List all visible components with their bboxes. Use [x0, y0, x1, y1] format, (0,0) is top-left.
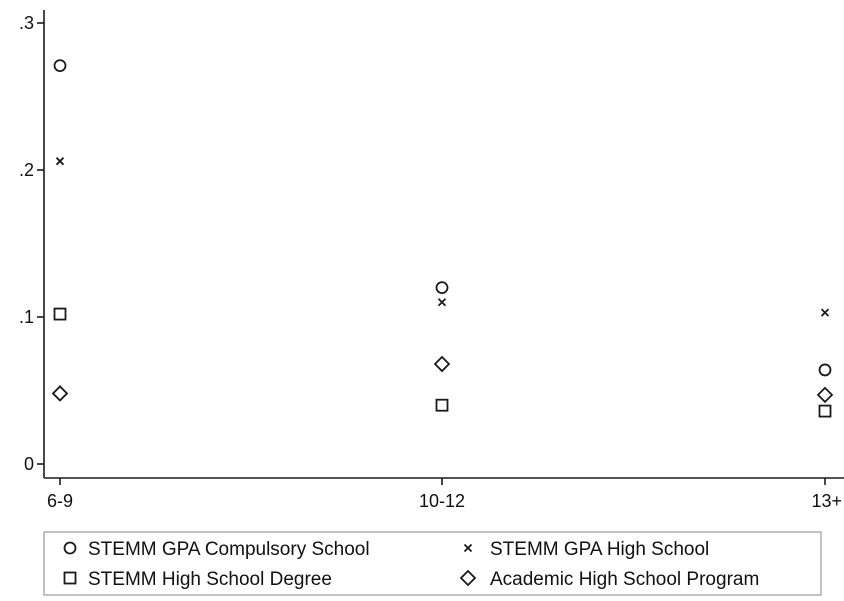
data-point-x — [55, 157, 65, 166]
y-tick-label: 0 — [24, 454, 34, 474]
data-point-x — [820, 308, 830, 317]
y-tick-label: .2 — [19, 160, 34, 180]
x-tick-label: 10-12 — [419, 491, 465, 511]
data-point-circle — [53, 59, 67, 73]
data-point-diamond — [51, 385, 69, 402]
legend: STEMM GPA Compulsory School STEMM GPA Hig… — [43, 531, 822, 596]
legend-label: STEMM GPA Compulsory School — [88, 539, 370, 560]
legend-marker-diamond — [459, 569, 477, 587]
axes: 0 .1 .2 .3 6-9 10-12 13+ — [19, 10, 844, 511]
data-point-circle — [435, 281, 449, 295]
legend-marker-x — [463, 543, 473, 553]
data-point-square — [53, 307, 67, 321]
legend-marker-square — [63, 571, 77, 585]
data-point-x — [437, 298, 447, 307]
data-marks — [51, 59, 834, 418]
y-tick-label: .3 — [19, 13, 34, 33]
legend-label: STEMM GPA High School — [490, 539, 709, 560]
data-point-circle — [818, 363, 832, 377]
data-point-diamond — [816, 386, 834, 404]
data-point-diamond — [433, 355, 451, 373]
legend-marker-circle — [63, 541, 77, 555]
data-point-square — [435, 398, 449, 412]
y-tick-label: .1 — [19, 307, 34, 327]
legend-label: STEMM High School Degree — [88, 569, 332, 590]
data-point-square — [818, 404, 832, 418]
legend-label: Academic High School Program — [490, 569, 759, 590]
x-tick-label: 13+ — [811, 491, 842, 511]
legend-box — [43, 531, 822, 596]
x-tick-label: 6-9 — [47, 491, 73, 511]
